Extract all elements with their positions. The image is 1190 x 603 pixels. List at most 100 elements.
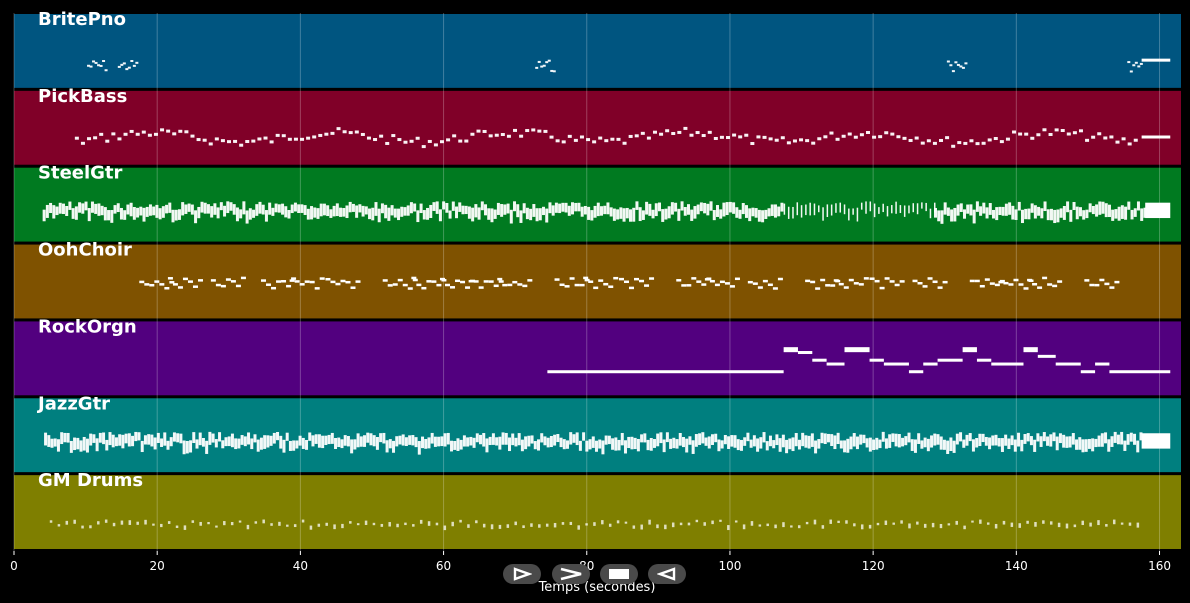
note [1084, 439, 1088, 452]
note [474, 204, 478, 218]
note [662, 439, 666, 453]
note [303, 205, 307, 215]
note [949, 437, 953, 452]
note [884, 438, 888, 449]
note [100, 205, 104, 216]
note [1010, 522, 1014, 527]
note [1085, 138, 1090, 142]
note [538, 208, 542, 221]
note [667, 206, 671, 219]
note [561, 140, 566, 144]
note [422, 210, 426, 220]
note [727, 436, 731, 449]
note [644, 284, 650, 287]
note [276, 280, 282, 283]
note [926, 139, 931, 143]
note [135, 132, 140, 136]
note [797, 351, 813, 355]
note [704, 437, 708, 446]
note [313, 207, 317, 218]
note [387, 284, 393, 287]
note [342, 208, 346, 217]
note [470, 132, 475, 136]
note [801, 432, 805, 447]
note [942, 439, 946, 450]
note [743, 437, 747, 446]
note [1107, 439, 1111, 452]
note [342, 130, 347, 134]
note [729, 285, 735, 288]
note [439, 277, 445, 281]
note [475, 433, 479, 443]
note [994, 434, 998, 446]
note [1002, 520, 1006, 525]
note [598, 136, 603, 140]
note [74, 206, 78, 220]
note [245, 140, 250, 144]
note [419, 203, 423, 214]
note [633, 437, 637, 450]
note [123, 132, 128, 136]
note [277, 204, 281, 213]
stop-button[interactable] [600, 564, 638, 584]
forward-button[interactable] [552, 564, 590, 584]
note [264, 210, 268, 222]
note [756, 438, 760, 452]
note [809, 202, 811, 216]
note [954, 61, 958, 64]
note [187, 203, 191, 212]
note [219, 202, 223, 211]
note [535, 66, 539, 69]
note [183, 525, 187, 530]
note [513, 128, 518, 132]
rewind-button[interactable] [648, 564, 686, 584]
note [1066, 132, 1071, 136]
note [153, 132, 158, 136]
note [675, 439, 679, 449]
note [359, 436, 363, 447]
note [939, 523, 943, 529]
note [345, 205, 349, 219]
note [358, 204, 362, 213]
note [869, 201, 872, 212]
note [116, 203, 120, 213]
note [764, 209, 768, 219]
note [1104, 282, 1110, 286]
note [829, 519, 832, 524]
note [937, 358, 963, 362]
note [1052, 284, 1058, 288]
note [89, 433, 93, 446]
note [639, 279, 645, 283]
note [884, 520, 888, 525]
note [488, 436, 492, 446]
note [610, 137, 615, 141]
note [79, 440, 83, 452]
note [772, 287, 778, 290]
note [638, 207, 642, 222]
note [826, 433, 830, 443]
note [592, 140, 597, 144]
note [781, 434, 785, 448]
note [392, 440, 396, 453]
note [288, 440, 292, 451]
note [1043, 201, 1047, 212]
note [426, 207, 430, 220]
note [607, 435, 611, 445]
note [895, 201, 897, 214]
note [195, 439, 199, 449]
note [1018, 523, 1021, 528]
note [553, 434, 557, 446]
note [733, 435, 737, 448]
notes-steelgtr [42, 201, 1171, 224]
note [150, 434, 154, 447]
note [1109, 135, 1114, 139]
note [360, 132, 365, 136]
play-button[interactable] [503, 564, 541, 584]
note [514, 437, 518, 447]
note [1042, 432, 1046, 442]
note [907, 432, 911, 443]
note [380, 203, 384, 214]
note [759, 437, 763, 449]
note [232, 204, 236, 215]
note [385, 440, 389, 453]
